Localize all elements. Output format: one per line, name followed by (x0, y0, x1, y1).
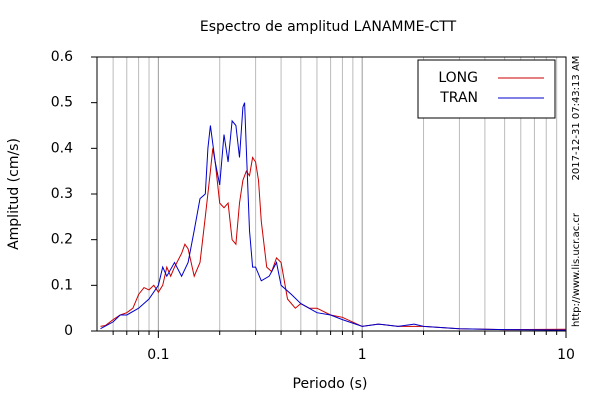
x-tick-label: 10 (557, 347, 575, 363)
legend-box (417, 59, 556, 119)
y-tick-label: 0.1 (51, 277, 73, 293)
y-axis-label: Amplitud (cm/s) (6, 138, 22, 250)
series-line (100, 148, 567, 331)
y-tick-label: 0 (64, 323, 73, 339)
x-tick-label: 1 (358, 347, 367, 363)
timestamp: 2017-12-31 07:43:13 AM (571, 56, 582, 181)
legend-label: LONG (438, 70, 478, 86)
plot-frame (96, 56, 567, 332)
x-tick-label: 0.1 (147, 347, 169, 363)
y-tick-label: 0.4 (51, 140, 73, 156)
y-tick-label: 0.5 (51, 95, 73, 111)
x-axis-label: Periodo (s) (293, 376, 368, 392)
y-tick-label: 0.6 (51, 49, 73, 65)
y-tick-label: 0.3 (51, 186, 73, 202)
source-url: http://www.lis.ucr.ac.cr (571, 212, 582, 327)
legend-label: TRAN (439, 90, 478, 106)
series-line (100, 102, 567, 331)
y-tick-label: 0.2 (51, 232, 73, 248)
chart-title: Espectro de amplitud LANAMME-CTT (200, 19, 457, 35)
